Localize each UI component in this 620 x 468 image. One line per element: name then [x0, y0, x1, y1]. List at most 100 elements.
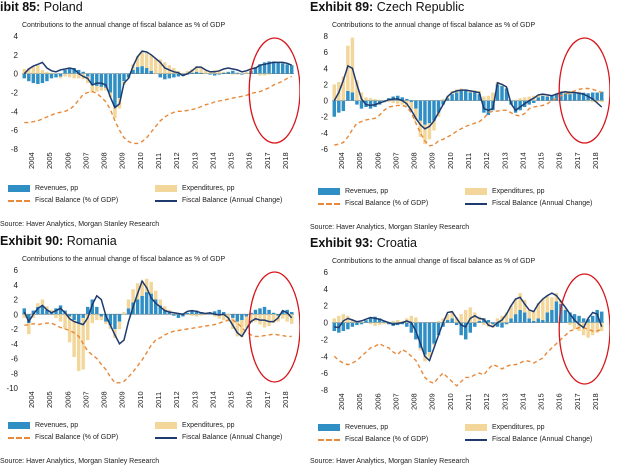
x-tick-label: 2015: [227, 391, 236, 408]
x-tick-label: 2010: [136, 152, 145, 169]
y-tick-label: 2: [14, 51, 19, 60]
expenditure-bar: [45, 306, 49, 310]
revenue-bar: [364, 320, 368, 323]
revenue-bar: [504, 88, 509, 101]
legend-swatch-revenues: [318, 424, 340, 431]
expenditure-bar: [58, 76, 63, 79]
revenue-bar: [58, 305, 63, 315]
expenditure-bar: [95, 314, 99, 321]
expenditure-bar: [550, 297, 554, 310]
legend-fiscal-balance: Fiscal Balance (% of GDP): [345, 436, 429, 443]
legend-annual-change: Fiscal Balance (Annual Change): [182, 434, 283, 441]
y-tick-label: 2: [324, 80, 329, 89]
revenue-bar: [581, 318, 586, 323]
expenditure-bar: [541, 298, 545, 321]
x-tick-label: 2011: [154, 153, 163, 169]
expenditure-bar: [423, 354, 427, 362]
chart-source: Source: Haver Analytics, Morgan Stanley …: [310, 224, 470, 231]
revenue-bar: [445, 98, 450, 101]
revenue-bar: [527, 100, 531, 105]
revenue-bar: [158, 305, 162, 315]
legend-swatch-expenditures: [465, 188, 487, 195]
legend-annual-change: Fiscal Balance (Annual Change): [182, 197, 283, 204]
revenue-bar: [63, 69, 67, 74]
expenditure-bar: [581, 322, 586, 336]
expenditure-bar: [341, 76, 346, 101]
revenue-bar: [86, 73, 90, 77]
revenue-bar: [45, 309, 49, 315]
revenue-bar: [104, 314, 108, 322]
y-tick-label: 0: [14, 70, 19, 79]
revenue-bar: [244, 314, 249, 317]
revenue-bar: [590, 92, 595, 101]
x-tick-label: 2013: [500, 152, 509, 169]
y-tick-label: -6: [11, 355, 19, 364]
x-tick-label: 2011: [464, 153, 473, 169]
expenditure-bar: [532, 310, 536, 321]
revenue-bar: [572, 314, 577, 323]
revenue-bar: [222, 72, 226, 74]
expenditure-bar: [464, 309, 468, 323]
chart-panel-croatia: Exhibit 93: Croatia Contributions to the…: [310, 236, 610, 466]
revenue-bar: [208, 73, 212, 75]
revenue-bar: [86, 306, 90, 315]
expenditure-bar: [285, 314, 289, 322]
x-tick-label: 2016: [245, 391, 254, 408]
x-tick-label: 2007: [391, 152, 400, 169]
expenditure-bar: [377, 322, 382, 326]
expenditure-bar: [495, 318, 500, 323]
expenditure-bar: [154, 58, 158, 74]
revenue-bar: [258, 308, 262, 315]
expenditure-bar: [22, 314, 26, 318]
revenue-bar: [108, 73, 113, 93]
expenditure-bar: [203, 70, 208, 74]
expenditure-bar: [441, 318, 445, 323]
x-tick-label: 2016: [555, 393, 564, 410]
legend-swatch-annual-change: [155, 436, 177, 439]
expenditure-bar: [373, 322, 377, 326]
expenditure-bar: [450, 311, 454, 319]
chart-plot: -10 -8 -6 -4 -2 0 2 4 6 2004 2005 2006 2007 2008 2009 2…: [6, 266, 300, 408]
revenue-bar: [22, 73, 26, 79]
y-tick-label: -2: [321, 335, 329, 344]
legend-swatch-expenditures: [155, 185, 177, 192]
x-tick-label: 2016: [245, 152, 254, 169]
y-tick-label: -2: [321, 113, 329, 122]
expenditure-bar: [377, 99, 382, 101]
chart-subtitle: Contributions to the annual change of fi…: [332, 22, 536, 29]
x-tick-label: 2013: [190, 152, 199, 169]
revenue-bar: [409, 100, 414, 103]
chart-subtitle: Contributions to the annual change of fi…: [22, 256, 226, 263]
expenditure-bar: [577, 91, 581, 93]
expenditure-bar: [63, 73, 67, 77]
revenue-bar: [563, 93, 568, 101]
fiscal-balance-line: [333, 326, 602, 387]
y-tick-label: 4: [324, 64, 329, 73]
revenue-bar: [554, 94, 559, 101]
y-tick-label: 4: [14, 32, 19, 41]
revenue-bar: [355, 322, 359, 326]
revenue-bar: [181, 314, 185, 317]
expenditure-bar: [491, 92, 495, 101]
revenue-bar: [49, 73, 54, 79]
expenditure-bar: [554, 293, 559, 302]
chart-source: Source: Haver Analytics, Morgan Stanley …: [310, 458, 470, 465]
revenue-bar: [76, 69, 81, 74]
legend-annual-change: Fiscal Balance (Annual Change): [492, 436, 593, 443]
revenue-bar: [359, 322, 364, 325]
expenditure-bar: [144, 52, 149, 69]
revenue-bar: [532, 320, 536, 323]
y-tick-label: 0: [14, 310, 19, 319]
revenue-bar: [386, 322, 391, 325]
highlight-ellipse: [558, 273, 610, 385]
expenditure-bar: [135, 55, 140, 68]
revenue-bar: [568, 312, 572, 323]
expenditure-bar: [90, 84, 94, 93]
revenue-bar: [482, 318, 486, 323]
revenue-bar: [409, 322, 414, 333]
expenditure-bar: [36, 65, 40, 74]
revenue-bar: [249, 312, 253, 315]
revenue-bar: [113, 314, 117, 329]
chart-title: Exhibit 93: Croatia: [310, 236, 417, 250]
expenditure-bar: [63, 314, 67, 329]
